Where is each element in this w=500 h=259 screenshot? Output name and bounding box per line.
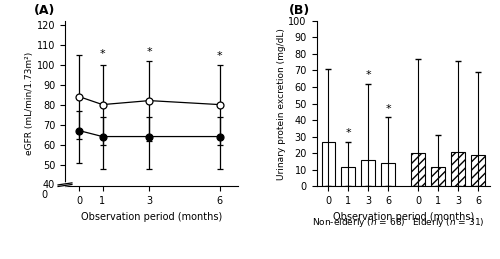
Text: (B): (B) [289, 4, 310, 17]
Text: *: * [146, 47, 152, 57]
Text: *: * [346, 128, 351, 138]
X-axis label: Observation period (months): Observation period (months) [81, 212, 223, 222]
Bar [451, 152, 465, 186]
Text: Non-elderly ($n$ = 68): Non-elderly ($n$ = 68) [312, 216, 405, 229]
Bar [431, 167, 445, 186]
Y-axis label: Urinary protein excretion (mg/dL): Urinary protein excretion (mg/dL) [276, 28, 285, 179]
Text: *: * [217, 51, 222, 61]
Bar [471, 155, 485, 186]
Bar [342, 167, 355, 186]
Bar [411, 153, 425, 186]
Text: (A): (A) [34, 4, 55, 17]
Y-axis label: eGFR (mL/min/1.73m²): eGFR (mL/min/1.73m²) [25, 52, 34, 155]
X-axis label: Observation period (months): Observation period (months) [332, 212, 474, 222]
Text: Elderly ($n$ = 31): Elderly ($n$ = 31) [412, 216, 484, 229]
Text: *: * [366, 70, 371, 80]
Bar [362, 160, 376, 186]
Text: *: * [100, 49, 105, 59]
Text: 0: 0 [41, 190, 47, 200]
Bar [382, 163, 396, 186]
Bar [322, 142, 336, 186]
Text: *: * [386, 104, 391, 113]
